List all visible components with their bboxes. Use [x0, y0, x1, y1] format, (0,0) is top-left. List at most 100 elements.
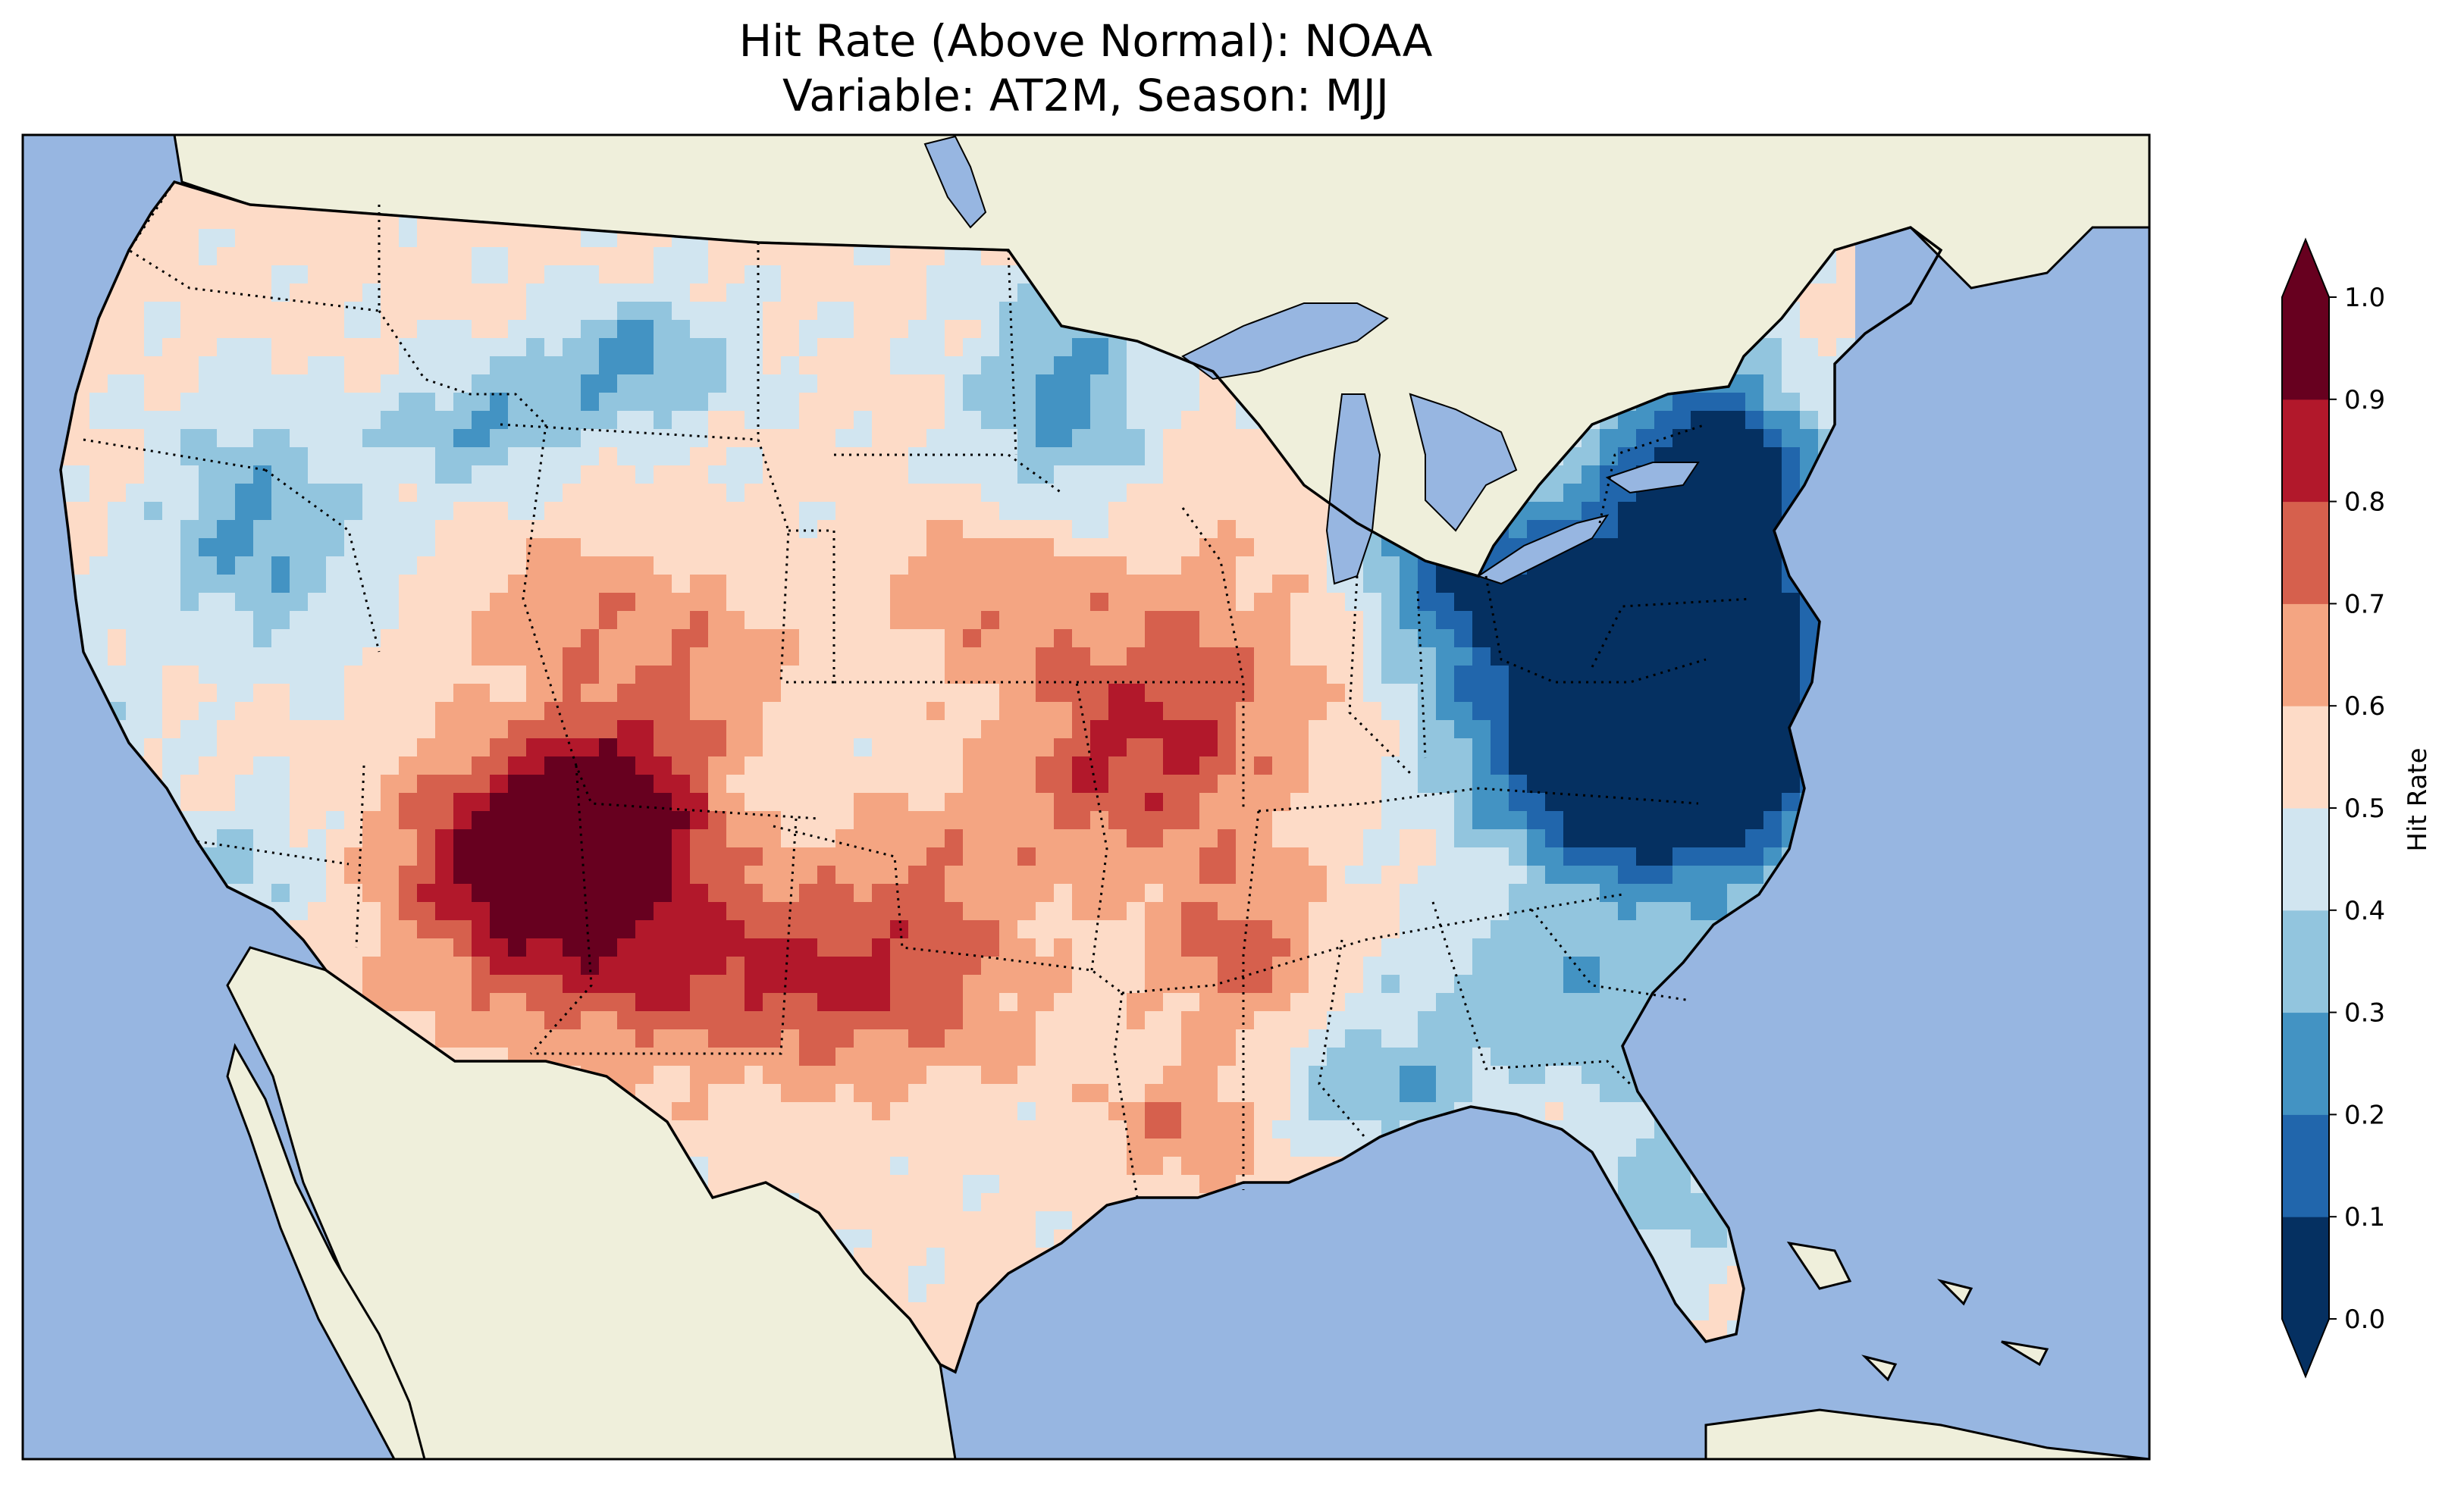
heatmap-cell [872, 629, 891, 648]
heatmap-cell [490, 302, 509, 321]
heatmap-cell [490, 593, 509, 612]
heatmap-cell [1163, 393, 1182, 412]
heatmap-cell [162, 211, 181, 230]
heatmap-cell [1218, 666, 1237, 684]
heatmap-cell [1418, 1029, 1437, 1048]
heatmap-cell [1618, 502, 1637, 521]
heatmap-cell [526, 302, 545, 321]
heatmap-cell [271, 247, 290, 266]
heatmap-cell [1218, 447, 1237, 466]
heatmap-cell [362, 538, 381, 557]
heatmap-cell [435, 538, 454, 557]
heatmap-cell [872, 320, 891, 339]
heatmap-cell [235, 775, 254, 794]
heatmap-cell [435, 629, 454, 648]
heatmap-cell [945, 465, 964, 484]
heatmap-cell [1509, 775, 1528, 794]
heatmap-cell [326, 556, 345, 575]
heatmap-cell [1127, 666, 1146, 684]
heatmap-cell [781, 938, 800, 957]
heatmap-cell [1727, 811, 1746, 830]
heatmap-cell [599, 957, 618, 976]
heatmap-cell [326, 393, 345, 412]
heatmap-cell [1745, 429, 1764, 448]
heatmap-cell [1072, 811, 1091, 830]
heatmap-cell [1745, 393, 1764, 412]
heatmap-cell [1763, 738, 1782, 757]
heatmap-cell [271, 702, 290, 721]
heatmap-cell [1327, 957, 1346, 976]
heatmap-cell [89, 393, 108, 412]
heatmap-cell [362, 229, 381, 248]
heatmap-cell [1181, 684, 1200, 703]
heatmap-cell [726, 1011, 745, 1030]
heatmap-cell [1363, 556, 1382, 575]
heatmap-cell [1600, 1011, 1619, 1030]
heatmap-cell [945, 902, 964, 921]
heatmap-cell [1363, 884, 1382, 903]
heatmap-cell [1127, 502, 1146, 521]
heatmap-cell [1582, 556, 1600, 575]
heatmap-cell [599, 829, 618, 848]
heatmap-cell [1290, 538, 1309, 557]
heatmap-cell [1036, 957, 1055, 976]
heatmap-cell [654, 1084, 672, 1103]
heatmap-cell [253, 411, 272, 430]
heatmap-cell [508, 811, 527, 830]
heatmap-cell [1436, 866, 1455, 885]
heatmap-cell [799, 302, 818, 321]
heatmap-cell [1782, 775, 1801, 794]
heatmap-cell [854, 593, 873, 612]
heatmap-cell [835, 1048, 854, 1066]
heatmap-cell [999, 1029, 1018, 1048]
heatmap-cell [1127, 647, 1146, 666]
heatmap-cell [635, 484, 654, 503]
heatmap-cell [1527, 884, 1546, 903]
heatmap-cell [745, 1029, 763, 1048]
heatmap-cell [1181, 1029, 1200, 1048]
heatmap-cell [1545, 593, 1564, 612]
heatmap-cell [817, 647, 836, 666]
heatmap-cell [1727, 538, 1746, 557]
heatmap-cell [271, 538, 290, 557]
heatmap-cell [1145, 829, 1164, 848]
heatmap-cell [890, 611, 909, 630]
heatmap-cell [563, 265, 582, 284]
heatmap-cell [981, 538, 1000, 557]
heatmap-cell [963, 847, 982, 866]
heatmap-cell [817, 847, 836, 866]
heatmap-cell [308, 720, 327, 739]
heatmap-cell [1545, 666, 1564, 684]
heatmap-cell [745, 920, 763, 939]
heatmap-cell [1199, 720, 1218, 739]
heatmap-cell [799, 811, 818, 830]
heatmap-cell [708, 756, 727, 775]
heatmap-cell [817, 356, 836, 375]
heatmap-cell [1181, 720, 1200, 739]
heatmap-cell [763, 538, 782, 557]
heatmap-cell [963, 647, 982, 666]
heatmap-cell [1036, 866, 1055, 885]
heatmap-cell [453, 520, 472, 539]
heatmap-cell [162, 429, 181, 448]
heatmap-cell [1454, 847, 1473, 866]
heatmap-cell [854, 629, 873, 648]
heatmap-cell [1600, 811, 1619, 830]
heatmap-cell [162, 302, 181, 321]
heatmap-cell [563, 429, 582, 448]
heatmap-cell [781, 920, 800, 939]
heatmap-cell [526, 629, 545, 648]
heatmap-cell [690, 920, 709, 939]
heatmap-cell [1290, 720, 1309, 739]
heatmap-cell [1582, 484, 1600, 503]
heatmap-cell [1017, 1066, 1036, 1085]
heatmap-cell [435, 793, 454, 812]
heatmap-cell [526, 393, 545, 412]
heatmap-cell [635, 265, 654, 284]
heatmap-cell [417, 393, 436, 412]
heatmap-cell [108, 393, 127, 412]
heatmap-cell [108, 666, 127, 684]
heatmap-cell [1545, 702, 1564, 721]
heatmap-cell [1327, 829, 1346, 848]
heatmap-cell [1272, 1066, 1291, 1085]
